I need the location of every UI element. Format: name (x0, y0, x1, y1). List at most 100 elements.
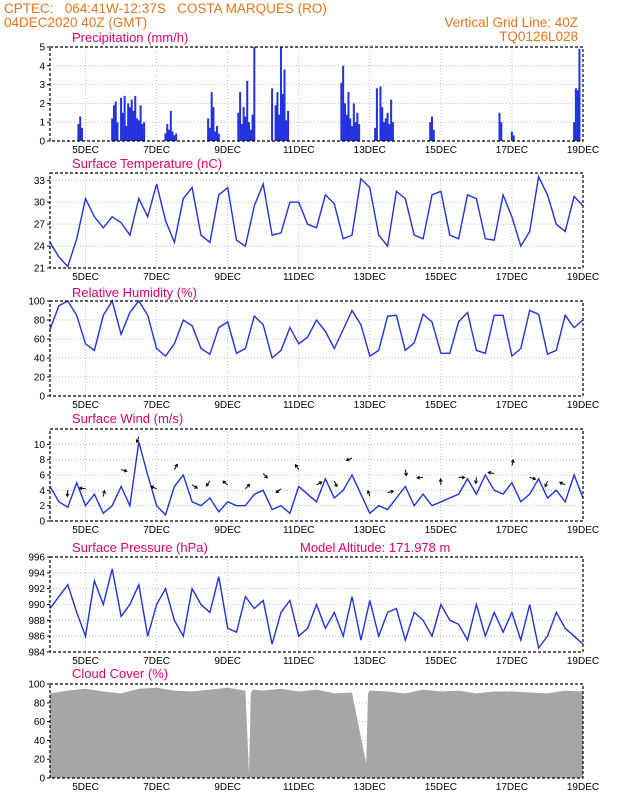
precip-bar (376, 88, 378, 141)
y-tick-label: 0 (39, 517, 45, 528)
precip-bar (81, 128, 83, 141)
x-tick-label: 5DEC (72, 656, 99, 667)
y-tick-label: 984 (28, 648, 45, 659)
precip-bar (276, 92, 278, 141)
precip-bar (358, 124, 360, 141)
y-tick-label: 60 (34, 717, 46, 728)
precip-bar (355, 122, 357, 141)
precip-bar (241, 124, 243, 141)
x-tick-label: 9DEC (214, 145, 241, 156)
y-tick-label: 4 (39, 61, 45, 72)
x-tick-label: 11DEC (283, 782, 315, 793)
y-tick-label: 21 (34, 264, 46, 275)
header-grid-line: Vertical Grid Line: 40Z (444, 15, 578, 30)
precip-bar (133, 111, 135, 141)
x-tick-label: 17DEC (496, 656, 528, 667)
precip-bar (216, 126, 218, 141)
precip-bar (117, 122, 119, 141)
precip-bar (388, 124, 390, 141)
precip-bar (129, 107, 131, 141)
y-tick-label: 33 (34, 176, 46, 187)
y-tick-label: 0 (39, 137, 45, 148)
x-tick-label: 7DEC (143, 272, 170, 283)
wind-arrow (295, 465, 298, 470)
x-tick-label: 11DEC (283, 525, 315, 536)
precip-bar (500, 122, 502, 141)
precip-bar (431, 117, 433, 141)
x-tick-label: 13DEC (354, 782, 386, 793)
x-tick-label: 7DEC (143, 145, 170, 156)
wind-series-line (50, 442, 583, 515)
cloud-cover-area (50, 688, 583, 778)
y-tick-label: 40 (34, 354, 46, 365)
x-tick-label: 9DEC (214, 656, 241, 667)
x-tick-label: 9DEC (214, 782, 241, 793)
y-tick-label: 0 (39, 392, 45, 403)
precip-bar (212, 107, 214, 141)
precip-bar (287, 111, 289, 141)
precip-bar (356, 113, 358, 141)
x-tick-label: 13DEC (354, 400, 386, 411)
rh-series-line (50, 301, 583, 358)
precip-bar (79, 117, 81, 141)
precip-bar (248, 122, 250, 141)
x-tick-label: 11DEC (283, 656, 315, 667)
x-tick-label: 15DEC (425, 400, 457, 411)
precip-bar (578, 49, 580, 141)
precip-bar (349, 118, 351, 141)
x-tick-label: 7DEC (143, 782, 170, 793)
y-tick-label: 986 (28, 632, 45, 643)
x-tick-label: 9DEC (214, 272, 241, 283)
precip-bar (381, 107, 383, 141)
wind-arrow (192, 485, 197, 488)
precip-bar (218, 133, 220, 141)
x-tick-label: 17DEC (496, 400, 528, 411)
x-tick-label: 15DEC (425, 272, 457, 283)
wind-arrow (174, 464, 177, 469)
panel-wind: Surface Wind (m/s) (72, 411, 183, 426)
x-tick-label: 17DEC (496, 782, 528, 793)
model-altitude: Model Altitude: 171.978 m (300, 540, 450, 555)
precip-bar (173, 135, 175, 141)
x-tick-label: 5DEC (72, 145, 99, 156)
x-tick-label: 19DEC (567, 656, 599, 667)
x-tick-label: 11DEC (283, 400, 315, 411)
x-tick-label: 19DEC (567, 782, 599, 793)
header-station: CPTEC: 064:41W-12:37S COSTA MARQUES (RO) (4, 1, 327, 16)
precip-bar (115, 102, 117, 141)
precip-bar (511, 132, 513, 141)
precip-bar (387, 113, 389, 141)
wind-arrow (245, 484, 249, 488)
precip-bar (278, 115, 280, 141)
panel-precipitation: Precipitation (mm/h) (72, 30, 188, 45)
precip-bar (573, 122, 575, 141)
x-tick-label: 13DEC (354, 145, 386, 156)
panel-humidity: Relative Humidity (%) (72, 285, 197, 300)
x-tick-label: 17DEC (496, 525, 528, 536)
panel-title: Surface Wind (m/s) (72, 411, 183, 426)
x-tick-label: 11DEC (283, 272, 315, 283)
y-tick-label: 80 (34, 316, 46, 327)
precip-bar (120, 98, 122, 141)
precip-bar (498, 113, 500, 141)
precip-bar (252, 115, 254, 141)
precip-bar (124, 96, 126, 141)
x-tick-label: 13DEC (354, 272, 386, 283)
y-tick-label: 988 (28, 616, 45, 627)
precip-bar (374, 128, 376, 141)
y-tick-label: 0 (39, 774, 45, 785)
y-tick-label: 2 (39, 99, 45, 110)
precip-bar (175, 133, 177, 141)
panel-temperature: Surface Temperature (nC) (72, 156, 222, 171)
precip-bar (211, 92, 213, 141)
precip-bar (138, 120, 140, 141)
wind-arrow (439, 479, 442, 485)
wind-arrow (545, 481, 548, 487)
x-tick-label: 5DEC (72, 782, 99, 793)
panel-title: Cloud Cover (%) (72, 666, 168, 681)
temp-series-line (50, 177, 583, 267)
wind-arrow (136, 437, 139, 443)
